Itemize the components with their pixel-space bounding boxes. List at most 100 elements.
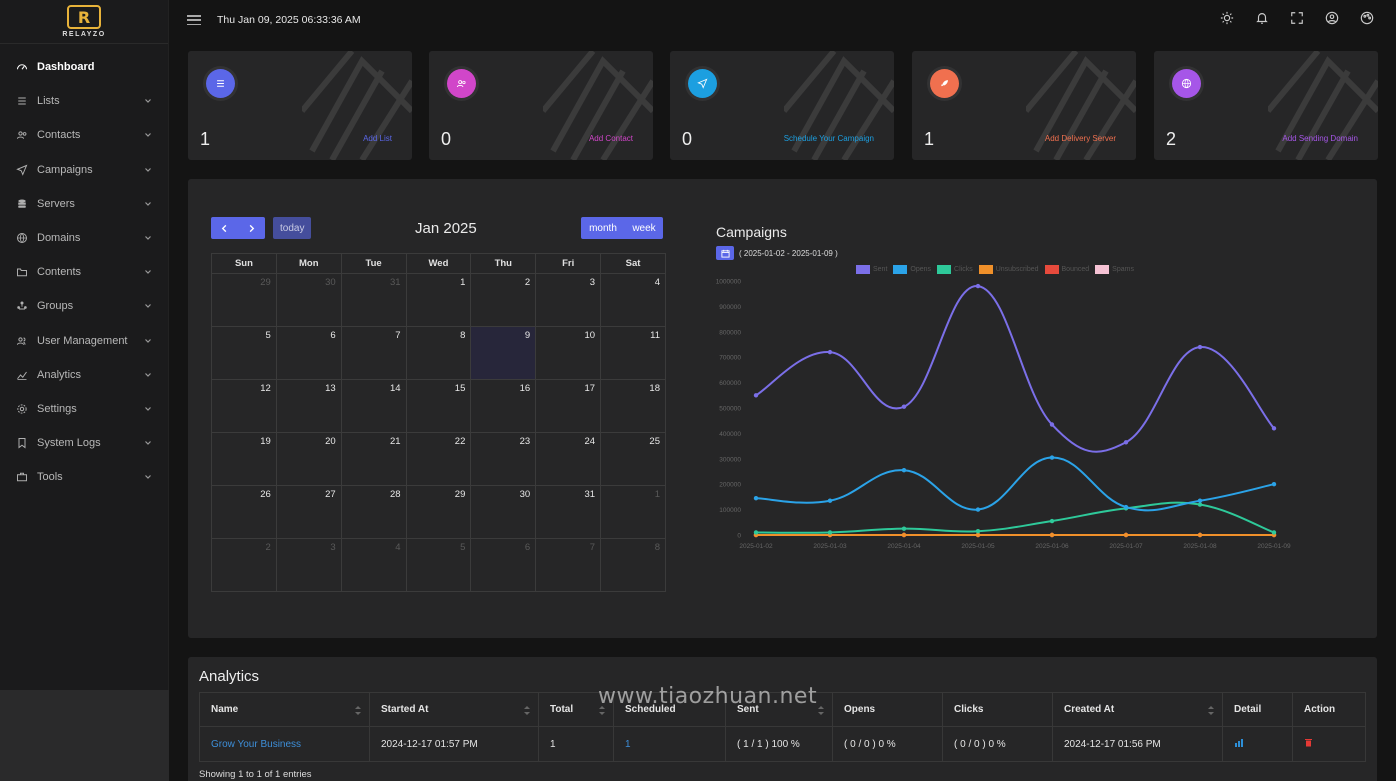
calendar-day[interactable]: 27	[275, 485, 342, 539]
calendar-day[interactable]: 22	[405, 432, 472, 486]
bar-chart-icon[interactable]	[1234, 738, 1244, 747]
calendar-day[interactable]: 26	[211, 485, 277, 539]
menu-toggle-icon[interactable]	[187, 15, 201, 25]
logo[interactable]: R RELAYZO	[0, 0, 168, 44]
sun-icon[interactable]	[1220, 11, 1234, 30]
calendar-day[interactable]: 8	[405, 326, 472, 380]
bell-icon[interactable]	[1255, 11, 1269, 30]
column-header[interactable]: Total	[538, 692, 614, 727]
chevron-down-icon	[145, 338, 151, 343]
sort-icon[interactable]	[355, 706, 361, 715]
sidebar-item-contents[interactable]: Contents	[0, 255, 168, 289]
week-view-button[interactable]: week	[625, 217, 663, 239]
sidebar-item-lists[interactable]: Lists	[0, 84, 168, 118]
column-header[interactable]: Clicks	[942, 692, 1053, 727]
calendar-day[interactable]: 30	[275, 273, 342, 327]
column-header[interactable]: Opens	[832, 692, 943, 727]
column-header[interactable]: Sent	[725, 692, 833, 727]
calendar-day[interactable]: 3	[275, 538, 342, 592]
legend-item[interactable]: Unsubscribed	[978, 265, 1039, 274]
calendar-day[interactable]: 20	[275, 432, 342, 486]
next-month-button[interactable]	[238, 217, 265, 239]
calendar-day[interactable]: 31	[340, 273, 407, 327]
month-view-button[interactable]: month	[581, 217, 625, 239]
calendar-day[interactable]: 30	[470, 485, 537, 539]
sort-icon[interactable]	[524, 706, 530, 715]
calendar-day[interactable]: 25	[600, 432, 666, 486]
calendar-day[interactable]: 6	[470, 538, 537, 592]
calendar-day[interactable]: 3	[535, 273, 602, 327]
prev-month-button[interactable]	[211, 217, 238, 239]
palette-icon[interactable]	[1360, 11, 1374, 30]
column-header[interactable]: Scheduled	[613, 692, 726, 727]
sort-icon[interactable]	[599, 706, 605, 715]
calendar-day[interactable]: 17	[535, 379, 602, 433]
calendar-day[interactable]: 19	[211, 432, 277, 486]
calendar-day[interactable]: 16	[470, 379, 537, 433]
card-action-link[interactable]: Schedule Your Campaign	[783, 134, 874, 143]
calendar-day[interactable]: 21	[340, 432, 407, 486]
column-header[interactable]: Created At	[1052, 692, 1223, 727]
sidebar-item-analytics[interactable]: Analytics	[0, 358, 168, 392]
scheduled-link[interactable]: 1	[625, 738, 631, 750]
calendar-day[interactable]: 7	[535, 538, 602, 592]
calendar-day[interactable]: 1	[405, 273, 472, 327]
legend-item[interactable]: Clicks	[937, 265, 973, 274]
calendar-day[interactable]: 18	[600, 379, 666, 433]
campaign-name-cell[interactable]: Grow Your Business	[199, 726, 370, 762]
column-header[interactable]: Action	[1292, 692, 1366, 727]
fullscreen-icon[interactable]	[1290, 11, 1304, 30]
today-button[interactable]: today	[273, 217, 312, 239]
date-picker-button[interactable]	[716, 246, 734, 260]
calendar-day[interactable]: 10	[535, 326, 602, 380]
calendar-day[interactable]: 2	[211, 538, 277, 592]
calendar-day[interactable]: 6	[275, 326, 342, 380]
sidebar-item-campaigns[interactable]: Campaigns	[0, 153, 168, 187]
calendar-day[interactable]: 29	[405, 485, 472, 539]
sidebar-item-tools[interactable]: Tools	[0, 460, 168, 494]
calendar-day[interactable]: 5	[405, 538, 472, 592]
column-header[interactable]: Name	[199, 692, 370, 727]
card-action-link[interactable]: Add Contact	[588, 134, 633, 143]
legend-item[interactable]: Opens	[893, 265, 931, 274]
sidebar-item-servers[interactable]: Servers	[0, 187, 168, 221]
card-action-link[interactable]: Add Sending Domain	[1282, 134, 1358, 143]
sidebar-item-contacts[interactable]: Contacts	[0, 118, 168, 152]
calendar-day[interactable]: 31	[535, 485, 602, 539]
calendar-day[interactable]: 28	[340, 485, 407, 539]
calendar-day[interactable]: 9	[470, 326, 537, 380]
calendar-day[interactable]: 15	[405, 379, 472, 433]
card-action-link[interactable]: Add Delivery Server	[1044, 134, 1116, 143]
legend-item[interactable]: Bounced	[1044, 265, 1089, 274]
sidebar-item-system-logs[interactable]: System Logs	[0, 426, 168, 460]
sidebar-item-groups[interactable]: Groups	[0, 289, 168, 323]
campaign-name-link[interactable]: Grow Your Business	[211, 738, 302, 750]
delete-icon[interactable]	[1304, 738, 1313, 747]
calendar-day[interactable]: 14	[340, 379, 407, 433]
sort-icon[interactable]	[1208, 706, 1214, 715]
sidebar-item-settings[interactable]: Settings	[0, 392, 168, 426]
calendar-day[interactable]: 29	[211, 273, 277, 327]
calendar-day[interactable]: 7	[340, 326, 407, 380]
calendar-day[interactable]: 11	[600, 326, 666, 380]
sidebar-item-dashboard[interactable]: Dashboard	[0, 50, 168, 84]
sidebar-item-user-management[interactable]: User Management	[0, 324, 168, 358]
legend-item[interactable]: Spams	[1095, 265, 1134, 274]
legend-item[interactable]: Sent	[856, 265, 887, 274]
calendar-day[interactable]: 4	[340, 538, 407, 592]
calendar-day[interactable]: 5	[211, 326, 277, 380]
sort-icon[interactable]	[818, 706, 824, 715]
column-header[interactable]: Detail	[1222, 692, 1293, 727]
calendar-day[interactable]: 8	[600, 538, 666, 592]
calendar-day[interactable]: 12	[211, 379, 277, 433]
card-action-link[interactable]: Add List	[363, 134, 392, 143]
calendar-day[interactable]: 1	[600, 485, 666, 539]
column-header[interactable]: Started At	[369, 692, 539, 727]
calendar-day[interactable]: 24	[535, 432, 602, 486]
calendar-day[interactable]: 23	[470, 432, 537, 486]
calendar-day[interactable]: 13	[275, 379, 342, 433]
calendar-day[interactable]: 2	[470, 273, 537, 327]
calendar-day[interactable]: 4	[600, 273, 666, 327]
user-icon[interactable]	[1325, 11, 1339, 30]
sidebar-item-domains[interactable]: Domains	[0, 221, 168, 255]
